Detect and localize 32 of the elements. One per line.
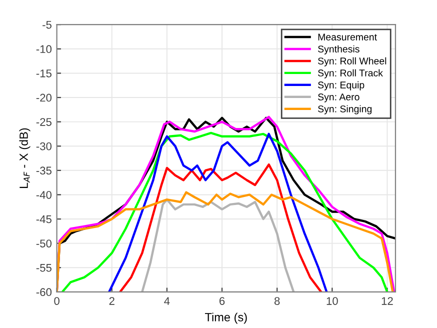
y-tick-label: -30: [36, 142, 52, 150]
legend-label: Synthesis: [318, 45, 360, 54]
y-tick-label: -10: [36, 45, 52, 54]
line-series: [108, 132, 328, 292]
legend-label: Syn: Equip: [318, 81, 364, 90]
x-tick-label: 8: [274, 297, 280, 305]
line-series: [56, 191, 394, 292]
y-tick-label: -25: [36, 118, 52, 126]
x-tick-label: 6: [219, 297, 225, 305]
y-axis-title: L$_{AF}$ - X (dB): [19, 128, 30, 188]
legend-label: Syn: Roll Wheel: [318, 57, 386, 66]
line-series: [141, 198, 295, 292]
legend-label: Syn: Aero: [318, 94, 360, 102]
x-tick-label: 2: [109, 297, 114, 305]
y-tick-label: -60: [36, 288, 52, 296]
y-tick-label: -20: [36, 94, 52, 102]
legend-label: Syn: Singing: [318, 105, 372, 114]
y-tick-label: -35: [36, 166, 52, 175]
y-tick-label: -40: [36, 190, 52, 199]
legend-label: Measurement: [318, 34, 377, 40]
x-tick-label: 12: [382, 297, 393, 305]
x-tick-label: 10: [326, 297, 338, 305]
y-tick-label: -5: [42, 20, 52, 29]
x-tick-label: 0: [54, 297, 60, 305]
y-tick-label: -45: [36, 215, 52, 224]
line-series: [119, 163, 322, 292]
x-axis-title: Time (s): [204, 312, 247, 324]
y-tick-label: -15: [36, 70, 52, 78]
x-tick-label: 4: [164, 297, 170, 305]
legend-label: Syn: Roll Track: [318, 69, 383, 78]
y-tick-label: -55: [36, 264, 52, 272]
y-tick-label: -50: [36, 240, 52, 248]
